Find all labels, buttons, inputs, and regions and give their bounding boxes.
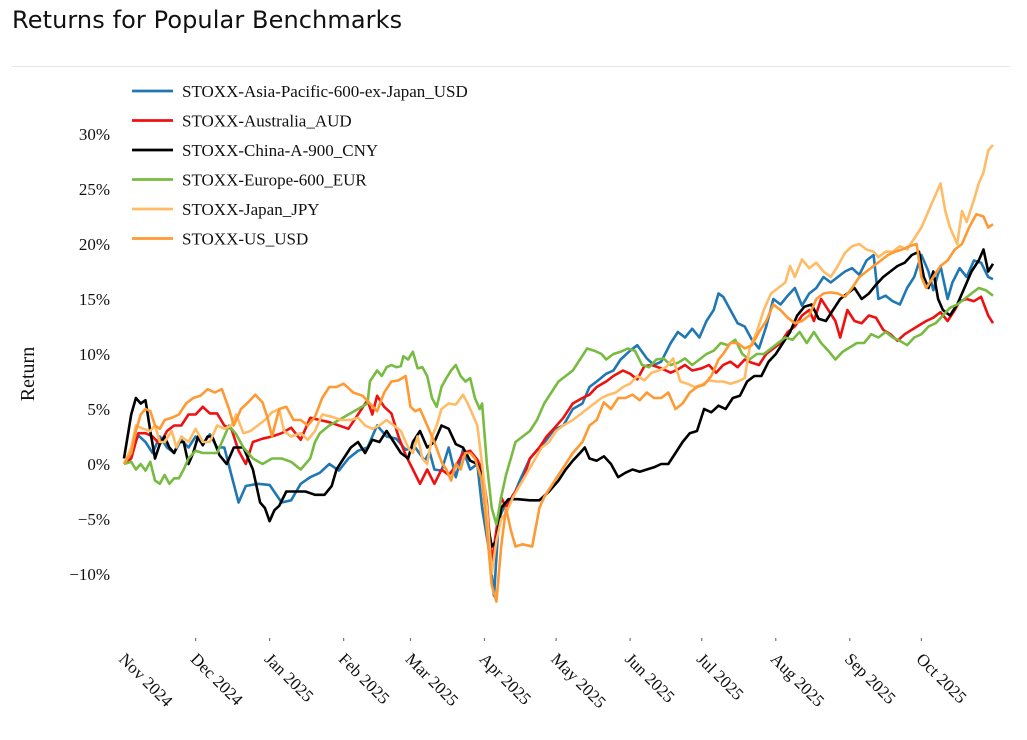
x-tick-label: Nov 2024 xyxy=(115,649,177,711)
x-tick-label: Aug 2025 xyxy=(767,649,828,710)
x-tick-label: Jan 2025 xyxy=(261,649,318,706)
series-lines xyxy=(122,144,995,603)
x-tick-label: May 2025 xyxy=(547,649,610,712)
y-tick-labels: 30% 25% 20% 15% 10% 5% 0% −5% −10% xyxy=(69,125,110,584)
legend: STOXX-Asia-Pacific-600-ex-Japan_USD STOXX… xyxy=(132,82,468,249)
y-tick-label: 20% xyxy=(79,235,110,254)
legend-label: STOXX-Japan_JPY xyxy=(182,200,320,219)
legend-label: STOXX-Australia_AUD xyxy=(182,112,352,131)
y-tick-label: 30% xyxy=(79,125,110,144)
legend-label: STOXX-US_USD xyxy=(182,230,308,249)
series-line-2 xyxy=(123,295,995,565)
y-axis-label-group: Return xyxy=(17,347,39,401)
x-tick-labels: Nov 2024 Dec 2024 Jan 2025 Feb 2025 Mar 2025… xyxy=(115,638,970,712)
page-title: Returns for Popular Benchmarks xyxy=(12,6,403,34)
y-tick-label: 5% xyxy=(87,400,110,419)
x-tick-label: Mar 2025 xyxy=(402,649,463,710)
y-axis-label: Return xyxy=(17,347,39,401)
y-tick-label: 25% xyxy=(79,180,110,199)
legend-label: STOXX-Asia-Pacific-600-ex-Japan_USD xyxy=(182,82,468,101)
x-tick-label: Feb 2025 xyxy=(335,649,394,708)
legend-label: STOXX-China-A-900_CNY xyxy=(182,141,378,160)
x-tick-label: Jul 2025 xyxy=(693,649,748,704)
y-tick-label: −5% xyxy=(78,510,110,529)
x-tick-label: Dec 2024 xyxy=(187,649,247,709)
series-line-4 xyxy=(123,286,994,526)
x-tick-label: Jun 2025 xyxy=(621,649,678,706)
x-tick-label: Apr 2025 xyxy=(476,649,535,708)
series-line-1 xyxy=(122,253,994,598)
series-line-5 xyxy=(122,144,994,576)
title-divider xyxy=(12,66,1010,67)
series-line-6 xyxy=(122,213,994,603)
y-tick-label: −10% xyxy=(69,565,110,584)
y-tick-label: 15% xyxy=(79,290,110,309)
legend-label: STOXX-Europe-600_EUR xyxy=(182,171,367,190)
x-tick-label: Oct 2025 xyxy=(913,649,971,707)
y-tick-label: 0% xyxy=(87,455,110,474)
series-line-3 xyxy=(122,248,995,548)
y-tick-label: 10% xyxy=(79,345,110,364)
x-tick-label: Sep 2025 xyxy=(841,649,900,708)
